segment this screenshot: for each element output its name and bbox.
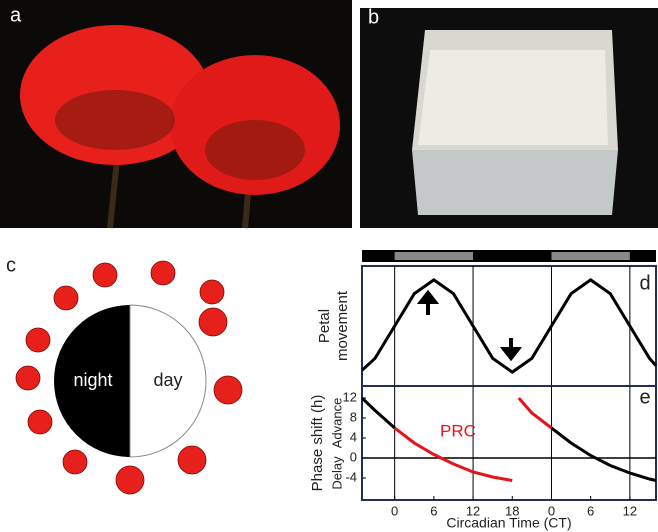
clock-night: night bbox=[73, 370, 112, 390]
y-axis-label: Petal bbox=[316, 309, 333, 343]
x-tick-label: 0 bbox=[391, 503, 398, 518]
x-tick-label: 12 bbox=[623, 503, 637, 518]
subjective-day bbox=[394, 252, 474, 260]
flower-clusters bbox=[20, 25, 340, 229]
series-label: PRC bbox=[440, 421, 476, 440]
clock-day: day bbox=[153, 370, 182, 390]
x-axis-label: Circadian Time (CT) bbox=[446, 515, 571, 531]
x-tick-label: 6 bbox=[430, 503, 437, 518]
arrow-up bbox=[416, 289, 440, 315]
petal-box bbox=[412, 30, 618, 215]
panel-label: d bbox=[639, 272, 650, 294]
y-axis-label: movement bbox=[334, 290, 351, 361]
y-axis-label: Phase shift (h) bbox=[309, 395, 326, 492]
prc-curve bbox=[393, 397, 553, 482]
y-axis-sublabel: Advance bbox=[329, 398, 344, 449]
x-tick-label: 6 bbox=[587, 503, 594, 518]
plot-frame bbox=[361, 265, 657, 387]
plot-frame bbox=[361, 385, 657, 501]
panel-label: e bbox=[639, 386, 650, 408]
panel-label: a bbox=[10, 4, 22, 26]
subjective-day bbox=[551, 252, 630, 260]
y-tick-label: 12 bbox=[343, 389, 357, 404]
clock bbox=[54, 304, 207, 458]
flower-icons bbox=[15, 260, 243, 495]
y-tick-label: 0 bbox=[350, 449, 357, 464]
x-tick-label: 0 bbox=[548, 503, 555, 518]
arrow-down bbox=[499, 338, 523, 362]
y-tick-label: 4 bbox=[350, 429, 357, 444]
prc-curve bbox=[360, 396, 657, 482]
x-tick-label: 12 bbox=[466, 503, 480, 518]
x-tick-label: 18 bbox=[505, 503, 519, 518]
y-tick-label: -4 bbox=[345, 469, 357, 484]
y-axis-sublabel: Delay bbox=[329, 456, 344, 490]
petal-curve bbox=[360, 278, 658, 374]
y-tick-label: 8 bbox=[350, 409, 357, 424]
panel-label: b bbox=[368, 6, 379, 28]
panel-label: c bbox=[6, 254, 16, 276]
